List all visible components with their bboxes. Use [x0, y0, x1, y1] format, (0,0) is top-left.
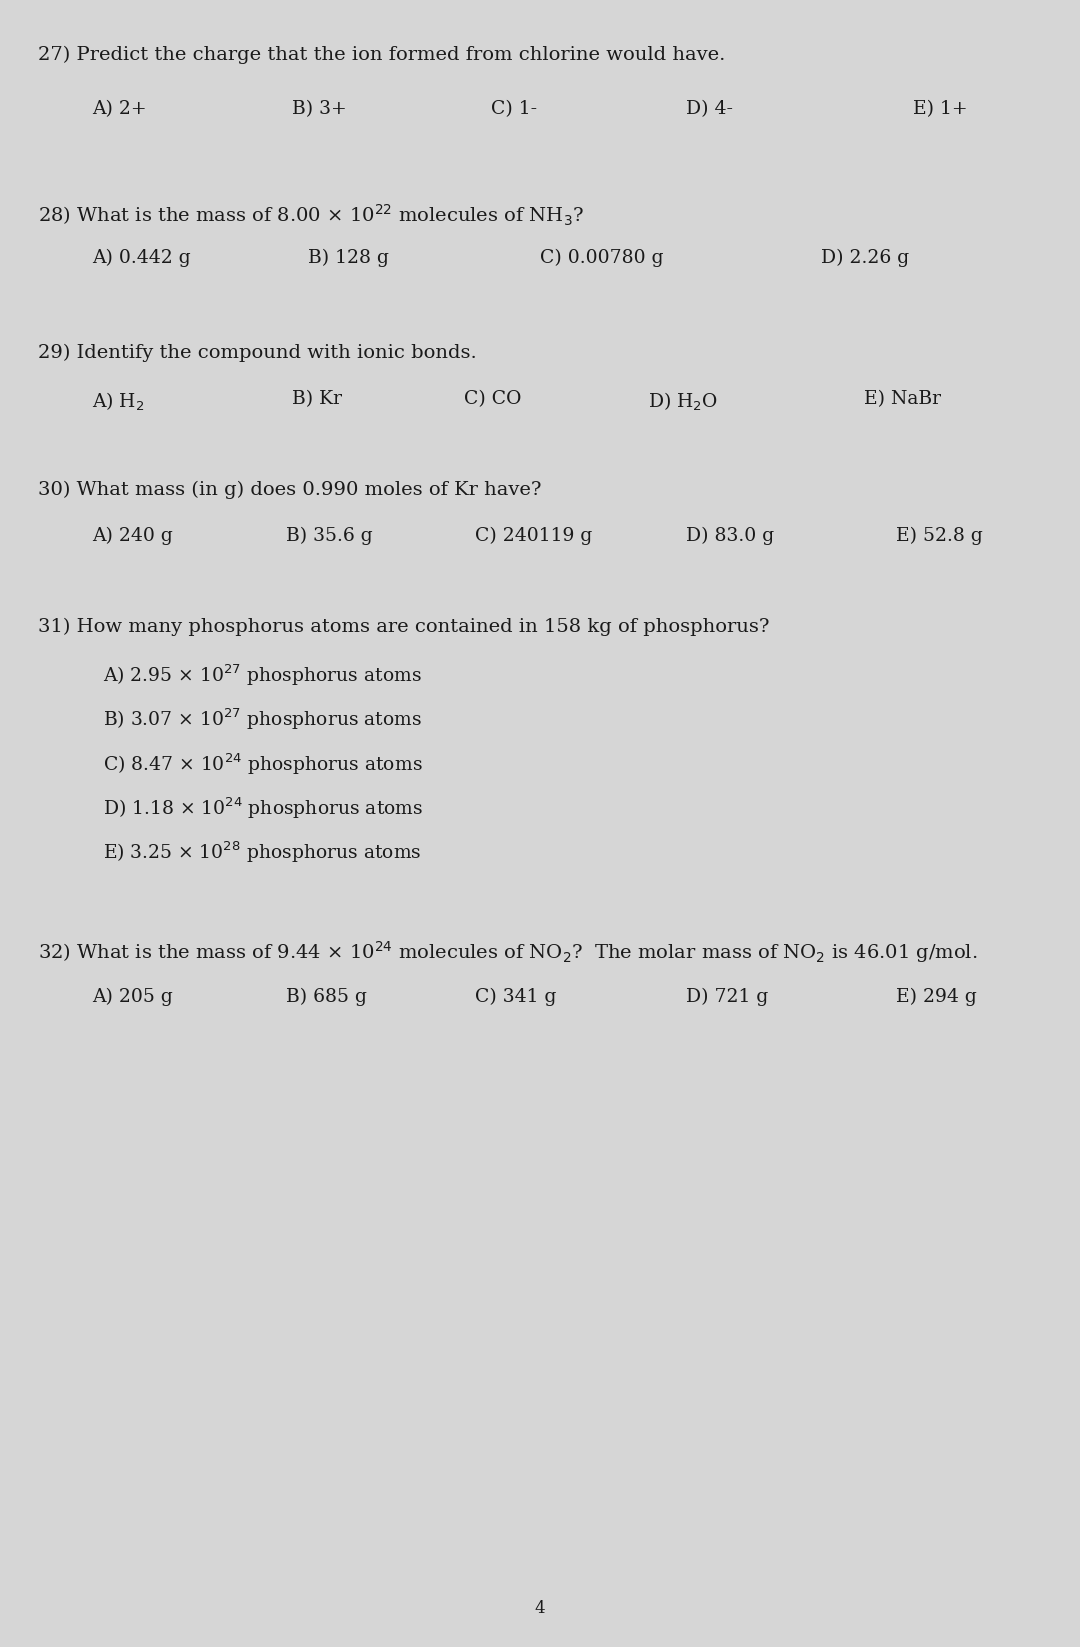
Text: A) 205 g: A) 205 g — [92, 988, 173, 1006]
Text: B) Kr: B) Kr — [292, 390, 341, 408]
Text: C) 341 g: C) 341 g — [475, 988, 556, 1006]
Text: D) H$_2$O: D) H$_2$O — [648, 390, 718, 413]
Text: B) 3.07 × 10$^{27}$ phosphorus atoms: B) 3.07 × 10$^{27}$ phosphorus atoms — [103, 707, 421, 731]
Text: B) 685 g: B) 685 g — [286, 988, 367, 1006]
Text: 31) How many phosphorus atoms are contained in 158 kg of phosphorus?: 31) How many phosphorus atoms are contai… — [38, 618, 769, 636]
Text: C) CO: C) CO — [464, 390, 522, 408]
Text: D) 1.18 × 10$^{24}$ phosphorus atoms: D) 1.18 × 10$^{24}$ phosphorus atoms — [103, 796, 423, 820]
Text: A) 0.442 g: A) 0.442 g — [92, 249, 190, 267]
Text: E) 1+: E) 1+ — [913, 100, 968, 119]
Text: D) 83.0 g: D) 83.0 g — [686, 527, 774, 545]
Text: B) 3+: B) 3+ — [292, 100, 347, 119]
Text: 28) What is the mass of 8.00 × 10$^{22}$ molecules of NH$_3$?: 28) What is the mass of 8.00 × 10$^{22}$… — [38, 203, 584, 227]
Text: C) 8.47 × 10$^{24}$ phosphorus atoms: C) 8.47 × 10$^{24}$ phosphorus atoms — [103, 751, 422, 776]
Text: 27) Predict the charge that the ion formed from chlorine would have.: 27) Predict the charge that the ion form… — [38, 46, 725, 64]
Text: 32) What is the mass of 9.44 × 10$^{24}$ molecules of NO$_2$?  The molar mass of: 32) What is the mass of 9.44 × 10$^{24}$… — [38, 939, 977, 965]
Text: A) 2.95 × 10$^{27}$ phosphorus atoms: A) 2.95 × 10$^{27}$ phosphorus atoms — [103, 662, 421, 687]
Text: D) 4-: D) 4- — [686, 100, 733, 119]
Text: D) 2.26 g: D) 2.26 g — [821, 249, 909, 267]
Text: E) NaBr: E) NaBr — [864, 390, 941, 408]
Text: E) 3.25 × 10$^{28}$ phosphorus atoms: E) 3.25 × 10$^{28}$ phosphorus atoms — [103, 840, 421, 865]
Text: C) 0.00780 g: C) 0.00780 g — [540, 249, 663, 267]
Text: A) 240 g: A) 240 g — [92, 527, 173, 545]
Text: 30) What mass (in g) does 0.990 moles of Kr have?: 30) What mass (in g) does 0.990 moles of… — [38, 481, 541, 499]
Text: 29) Identify the compound with ionic bonds.: 29) Identify the compound with ionic bon… — [38, 344, 476, 362]
Text: E) 294 g: E) 294 g — [896, 988, 977, 1006]
Text: C) 1-: C) 1- — [491, 100, 538, 119]
Text: C) 240119 g: C) 240119 g — [475, 527, 593, 545]
Text: A) 2+: A) 2+ — [92, 100, 147, 119]
Text: B) 35.6 g: B) 35.6 g — [286, 527, 373, 545]
Text: 4: 4 — [535, 1601, 545, 1617]
Text: A) H$_2$: A) H$_2$ — [92, 390, 145, 413]
Text: E) 52.8 g: E) 52.8 g — [896, 527, 983, 545]
Text: B) 128 g: B) 128 g — [308, 249, 389, 267]
Text: D) 721 g: D) 721 g — [686, 988, 768, 1006]
